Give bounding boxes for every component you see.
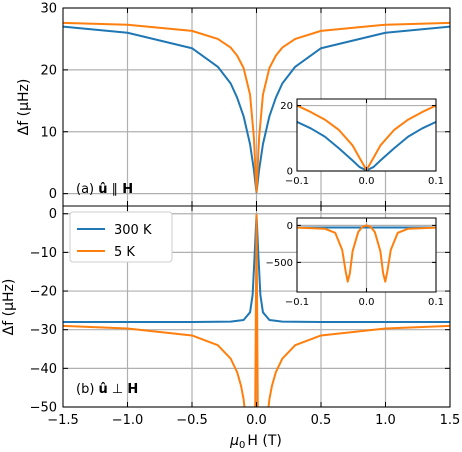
inset-y-tick-label: −500 xyxy=(266,258,293,269)
panel-a-ticks: 0 10 20 30 xyxy=(40,2,451,206)
y-tick-label: 0 xyxy=(49,207,57,222)
legend: 300 K 5 K xyxy=(69,211,173,263)
y-tick-label: 20 xyxy=(40,63,57,78)
y-tick-label: −20 xyxy=(30,285,57,300)
panel-a-label-bold2: H xyxy=(122,182,133,197)
x-tick-label: −0.5 xyxy=(176,413,208,428)
panel-a-label-mid: ∥ xyxy=(108,182,123,197)
y-tick-label: 10 xyxy=(40,125,57,140)
legend-entry-label: 5 K xyxy=(114,245,135,260)
x-tick-label: 1.0 xyxy=(375,413,396,428)
panel-b-inset: −0.1 0.0 0.1 0 −500 xyxy=(266,217,444,308)
y-tick-label: −50 xyxy=(30,401,57,416)
x-tick-label: 0.0 xyxy=(246,413,267,428)
x-axis-label: μ0 H (T) xyxy=(229,433,282,451)
inset-x-tick-label: 0.1 xyxy=(428,176,444,187)
inset-x-tick-label: 0.1 xyxy=(428,297,444,308)
panel-a-inset: −0.1 0.0 0.1 0 20 xyxy=(280,98,444,187)
series-line-5k xyxy=(63,21,450,193)
series-line-5k xyxy=(63,213,450,407)
inset-x-tick-label: 0.0 xyxy=(359,176,375,187)
x-axis-label-rest: H (T) xyxy=(247,433,281,449)
legend-box xyxy=(69,211,173,263)
y-tick-label: 0 xyxy=(49,187,57,202)
panel-a-label-bold: û xyxy=(98,182,107,197)
y-tick-label: −30 xyxy=(30,323,57,338)
panel-b-label-mid: ⊥ xyxy=(108,382,128,397)
inset-x-tick-label: −0.1 xyxy=(285,297,309,308)
inset-series-line-5k xyxy=(297,224,436,283)
x-tick-label: −1.5 xyxy=(47,413,79,428)
y-tick-label: 30 xyxy=(40,2,57,17)
legend-entry-label: 300 K xyxy=(114,223,152,238)
x-axis-label-main: μ xyxy=(229,433,239,449)
panel-a-label: (a) û ∥ H xyxy=(76,182,133,197)
panel-a-series xyxy=(63,21,450,194)
panel-b: −1.5 −1.0 −0.5 0.0 0.5 1.0 1.5 0 −10 −20 −30 −40 −50… xyxy=(1,205,461,428)
inset-y-tick-label: 0 xyxy=(287,167,293,178)
panel-b-label-bold: û xyxy=(99,382,108,397)
panel-b-series xyxy=(63,213,450,407)
inset-x-tick-label: −0.1 xyxy=(285,176,309,187)
inset-y-tick-label: 0 xyxy=(287,221,293,232)
y-tick-label: −40 xyxy=(30,362,57,377)
panel-b-ylabel: Δf (μHz) xyxy=(1,279,17,336)
panel-b-label: (b) û ⊥ H xyxy=(76,382,138,397)
panel-b-label-bold2: H xyxy=(127,382,138,397)
panel-b-ticks: −1.5 −1.0 −0.5 0.0 0.5 1.0 1.5 0 −10 −20 −30 −40 −50 xyxy=(30,206,461,428)
panel-b-label-prefix: (b) xyxy=(76,382,99,397)
panel-a: 0 10 20 30 Δf (μHz) (a) û ∥ H −0.1 0.0 0.1 0 20 xyxy=(16,2,451,207)
inset-y-tick-label: 20 xyxy=(280,101,293,112)
panel-a-ylabel: Δf (μHz) xyxy=(16,79,32,136)
x-tick-label: −1.0 xyxy=(112,413,144,428)
inset-x-tick-label: 0.0 xyxy=(359,297,375,308)
panel-a-label-prefix: (a) xyxy=(76,182,98,197)
x-tick-label: 1.5 xyxy=(440,413,461,428)
x-axis-label-sub: 0 xyxy=(239,440,245,451)
x-tick-label: 0.5 xyxy=(311,413,332,428)
y-tick-label: −10 xyxy=(30,246,57,261)
